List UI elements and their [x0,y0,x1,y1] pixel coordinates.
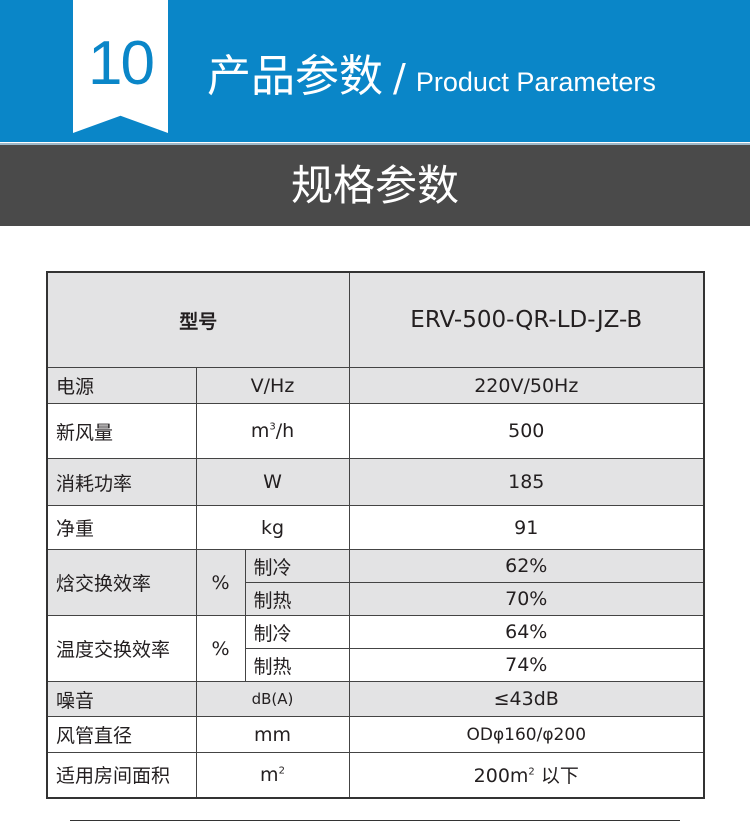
model-value: ERV-500-QR-LD-JZ-B [348,271,705,368]
row-name: 风管直径 [46,716,197,753]
row-value: 91 [348,505,705,550]
table-row: 制热 70% [47,582,705,616]
row-value: ODφ160/φ200 [348,716,705,753]
row-mode: 制冷 [244,549,350,583]
section-ribbon [73,0,168,133]
row-name: 新风量 [46,403,197,459]
table-row: 温度交换效率% 制冷 64% [46,615,705,682]
title-en: Product Parameters [415,67,656,97]
row-name: 电源 [46,367,197,404]
row-unit: W [195,458,350,506]
title-separator: / [393,56,406,100]
row-name: 适用房间面积 [46,752,197,798]
table-row: 消耗功率 W 185 [46,458,705,506]
row-value: 220V/50Hz [348,367,705,404]
table-row: 新风量 m3/h 500 [46,403,705,459]
page-title: 产品参数 / Product Parameters [207,40,656,104]
row-value: ≤43dB [348,681,705,717]
row-mode: 制热 [244,582,350,616]
table-row: 焓交换效率% 制冷 62% [46,549,705,616]
section-bar: 规格参数 [0,143,750,226]
row-value: 74% [348,648,705,682]
row-value: 200m2 以下 [348,752,705,798]
table-row: 净重 kg 91 [46,505,705,550]
row-mode: 制冷 [244,615,350,649]
row-mode: 制热 [244,648,350,682]
row-unit: % [195,615,246,682]
row-unit: kg [195,505,350,550]
table-header-row: 型号 ERV-500-QR-LD-JZ-B [46,271,705,368]
row-value: 64% [348,615,705,649]
section-title: 规格参数 [290,161,459,210]
table-row: 噪音 dB(A) ≤43dB [46,681,705,717]
spec-table: 型号 ERV-500-QR-LD-JZ-B 电源 V/Hz 220V/50Hz 新风量… [46,271,705,799]
table-row: 电源 V/Hz 220V/50Hz [46,367,705,404]
row-name: 焓交换效率 [46,549,197,616]
title-cn: 产品参数 [207,51,383,102]
row-name: 净重 [46,505,197,550]
divider [70,820,680,821]
row-unit: mm [195,716,350,753]
row-value: 70% [348,582,705,616]
row-unit: V/Hz [195,367,350,404]
table-row: 适用房间面积 m2 200m2 以下 [46,752,705,798]
model-label: 型号 [46,271,350,368]
row-unit: m2 [195,752,350,798]
row-value: 185 [348,458,705,506]
row-value: 62% [348,549,705,583]
row-value: 500 [348,403,705,459]
section-number: 10 [88,29,155,98]
row-unit: % [195,549,246,616]
row-name: 噪音 [46,681,197,717]
row-name: 消耗功率 [46,458,197,506]
row-unit: dB(A) [195,681,350,717]
table-row: 风管直径 mm ODφ160/φ200 [46,716,705,753]
row-unit: m3/h [195,403,350,459]
row-name: 温度交换效率 [46,615,197,682]
table-row: 制热 74% [47,648,705,682]
